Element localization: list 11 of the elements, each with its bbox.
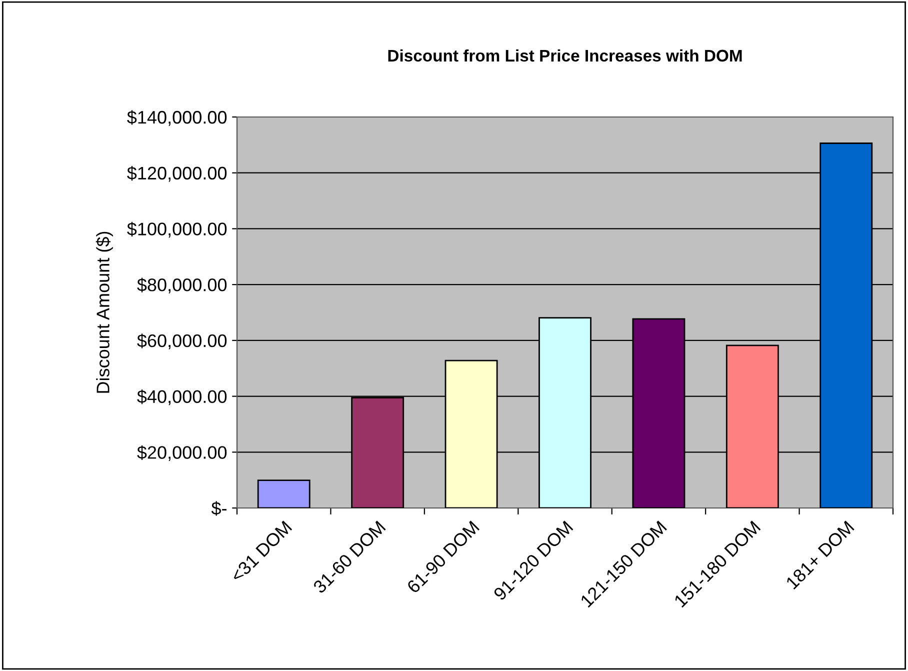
- y-tick-label: $-: [211, 501, 226, 516]
- y-tick-label: $80,000.00: [137, 278, 227, 294]
- y-axis-title: Discount Amount ($): [96, 232, 113, 393]
- y-tick-label: $100,000.00: [127, 222, 227, 238]
- y-tick-label: $40,000.00: [137, 389, 227, 406]
- y-tick-label: $140,000.00: [127, 110, 227, 126]
- bar: [257, 480, 310, 508]
- y-tick-label: $60,000.00: [137, 334, 227, 350]
- chart-title: Discount from List Price Increases with DOM: [388, 49, 742, 62]
- y-tick-label: $120,000.00: [127, 166, 227, 182]
- y-tick-label: $20,000.00: [137, 445, 227, 461]
